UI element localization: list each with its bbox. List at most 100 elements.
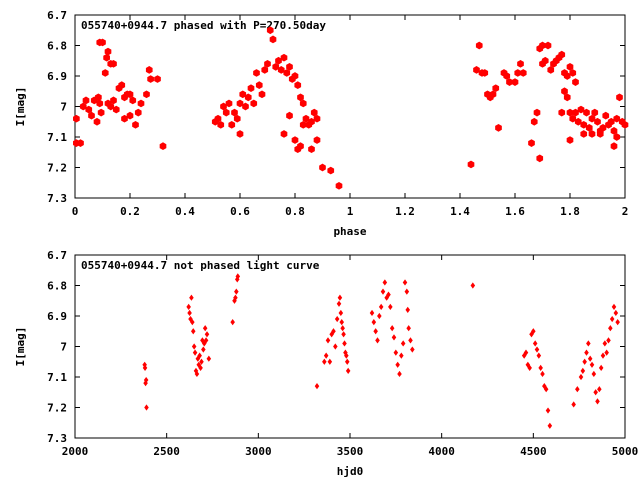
chart1-data-point: [73, 114, 80, 123]
chart1-data-point: [313, 114, 321, 123]
chart2-data-point: [611, 303, 617, 310]
chart1-data-point: [103, 53, 110, 62]
chart1-data-point: [467, 160, 475, 169]
chart1-data-point: [225, 99, 233, 108]
chart2-data-point: [402, 279, 408, 286]
chart2-data-point: [404, 288, 410, 295]
chart1-data-point: [275, 56, 282, 65]
chart1-y-tick-label: 6.8: [47, 40, 67, 53]
chart1-data-point: [101, 69, 109, 77]
chart1-data-point: [79, 102, 87, 111]
chart2-data-point: [470, 282, 476, 289]
chart1-x-tick-label: 1: [347, 205, 354, 218]
chart1-data-point: [577, 105, 585, 114]
chart2-data-point: [380, 288, 386, 295]
chart1-data-point: [88, 111, 95, 120]
chart1-data-point: [121, 114, 128, 123]
chart2-y-tick-label: 7.3: [47, 432, 67, 445]
chart1-data-point: [126, 111, 134, 120]
chart1-data-point: [335, 181, 343, 190]
chart1-data-point: [310, 108, 318, 117]
chart1-data-point: [563, 72, 571, 80]
chart1-x-tick-label: 2: [622, 205, 629, 218]
chart1-data-point: [558, 108, 566, 117]
chart1-data-point: [299, 120, 307, 129]
chart2-data-point: [540, 370, 545, 378]
chart2-data-point: [580, 367, 586, 375]
chart1-x-tick-label: 0.2: [120, 205, 140, 218]
chart1-data-point: [503, 72, 511, 80]
chart2-data-point: [198, 364, 203, 371]
chart1-x-tick-label: 1.8: [560, 205, 580, 218]
chart2-data-point: [189, 294, 194, 301]
chart1-data-point: [82, 96, 90, 105]
chart2-y-tick-label: 6.9: [47, 310, 67, 323]
chart1-data-point: [294, 81, 302, 90]
chart1-data-point: [97, 108, 105, 117]
chart1-data-point: [255, 81, 263, 90]
chart2-data-point: [369, 309, 375, 317]
chart1-data-point: [253, 69, 260, 77]
chart2-data-point: [545, 407, 551, 414]
chart2-plot-frame: [74, 254, 626, 439]
chart2-data-point: [327, 358, 333, 365]
chart1-data-point: [616, 93, 623, 102]
chart1-data-point: [239, 90, 247, 99]
chart1-data-point: [558, 50, 566, 59]
chart2-y-tick-label: 6.8: [47, 280, 67, 293]
chart2-x-tick-label: 3000: [245, 445, 272, 458]
chart2-data-point: [341, 331, 346, 338]
chart1-data-point: [308, 145, 315, 154]
chart1-data-point: [588, 130, 596, 138]
chart1-data-point: [110, 59, 117, 68]
chart1-data-point: [228, 120, 236, 129]
chart1-data-point: [302, 114, 310, 123]
chart2-data-point: [597, 386, 602, 393]
chart1-data-point: [277, 66, 285, 74]
chart2-data-point: [143, 376, 149, 384]
chart1-data-point: [250, 99, 258, 108]
chart2-data-point: [337, 294, 343, 301]
chart1-y-tick-label: 6.9: [47, 70, 67, 83]
chart1-data-point: [569, 69, 577, 77]
chart1-data-point: [85, 105, 93, 114]
chart2-data-point: [386, 291, 391, 298]
chart1-data-point: [95, 93, 102, 102]
chart2-data-point: [604, 349, 609, 356]
chart2-data-point: [331, 328, 336, 335]
chart2-data-point: [186, 303, 191, 310]
chart1-data-point: [99, 38, 106, 47]
chart2-data-point: [190, 318, 195, 326]
chart1-data-point: [93, 117, 101, 126]
chart1-x-axis-label: phase: [333, 225, 366, 238]
chart1-data-point: [561, 87, 568, 96]
chart2-data-point: [201, 346, 206, 353]
chart2-data-point: [197, 352, 202, 359]
chart2-data-point: [598, 364, 604, 371]
chart2-data-point: [230, 318, 235, 326]
chart1-data-point: [266, 26, 274, 35]
chart2-data-point: [399, 352, 404, 359]
chart2-y-tick-label: 7.2: [47, 402, 67, 415]
chart1-data-point: [283, 69, 291, 77]
chart1-data-point: [129, 96, 137, 105]
chart1-data-point: [536, 154, 544, 163]
chart1-data-point: [514, 69, 522, 77]
chart2-data-point: [333, 343, 338, 350]
chart2-y-axis-label: I[mag]: [14, 327, 27, 367]
chart1-data-point: [566, 108, 574, 117]
chart1-data-point: [154, 75, 161, 83]
chart1-data-point: [236, 99, 244, 108]
chart1-data-point: [280, 53, 288, 62]
chart1-data-point: [247, 84, 255, 93]
chart2-data-point: [608, 325, 613, 332]
chart2-data-point: [382, 279, 388, 286]
chart2-data-point: [405, 306, 411, 314]
chart2-data-point: [602, 340, 608, 347]
chart2-data-point: [532, 340, 538, 347]
chart2-y-tick-label: 6.7: [47, 249, 67, 262]
chart1-data-point: [297, 93, 304, 102]
chart2-data-point: [345, 367, 351, 375]
chart2-data-point: [586, 340, 591, 347]
